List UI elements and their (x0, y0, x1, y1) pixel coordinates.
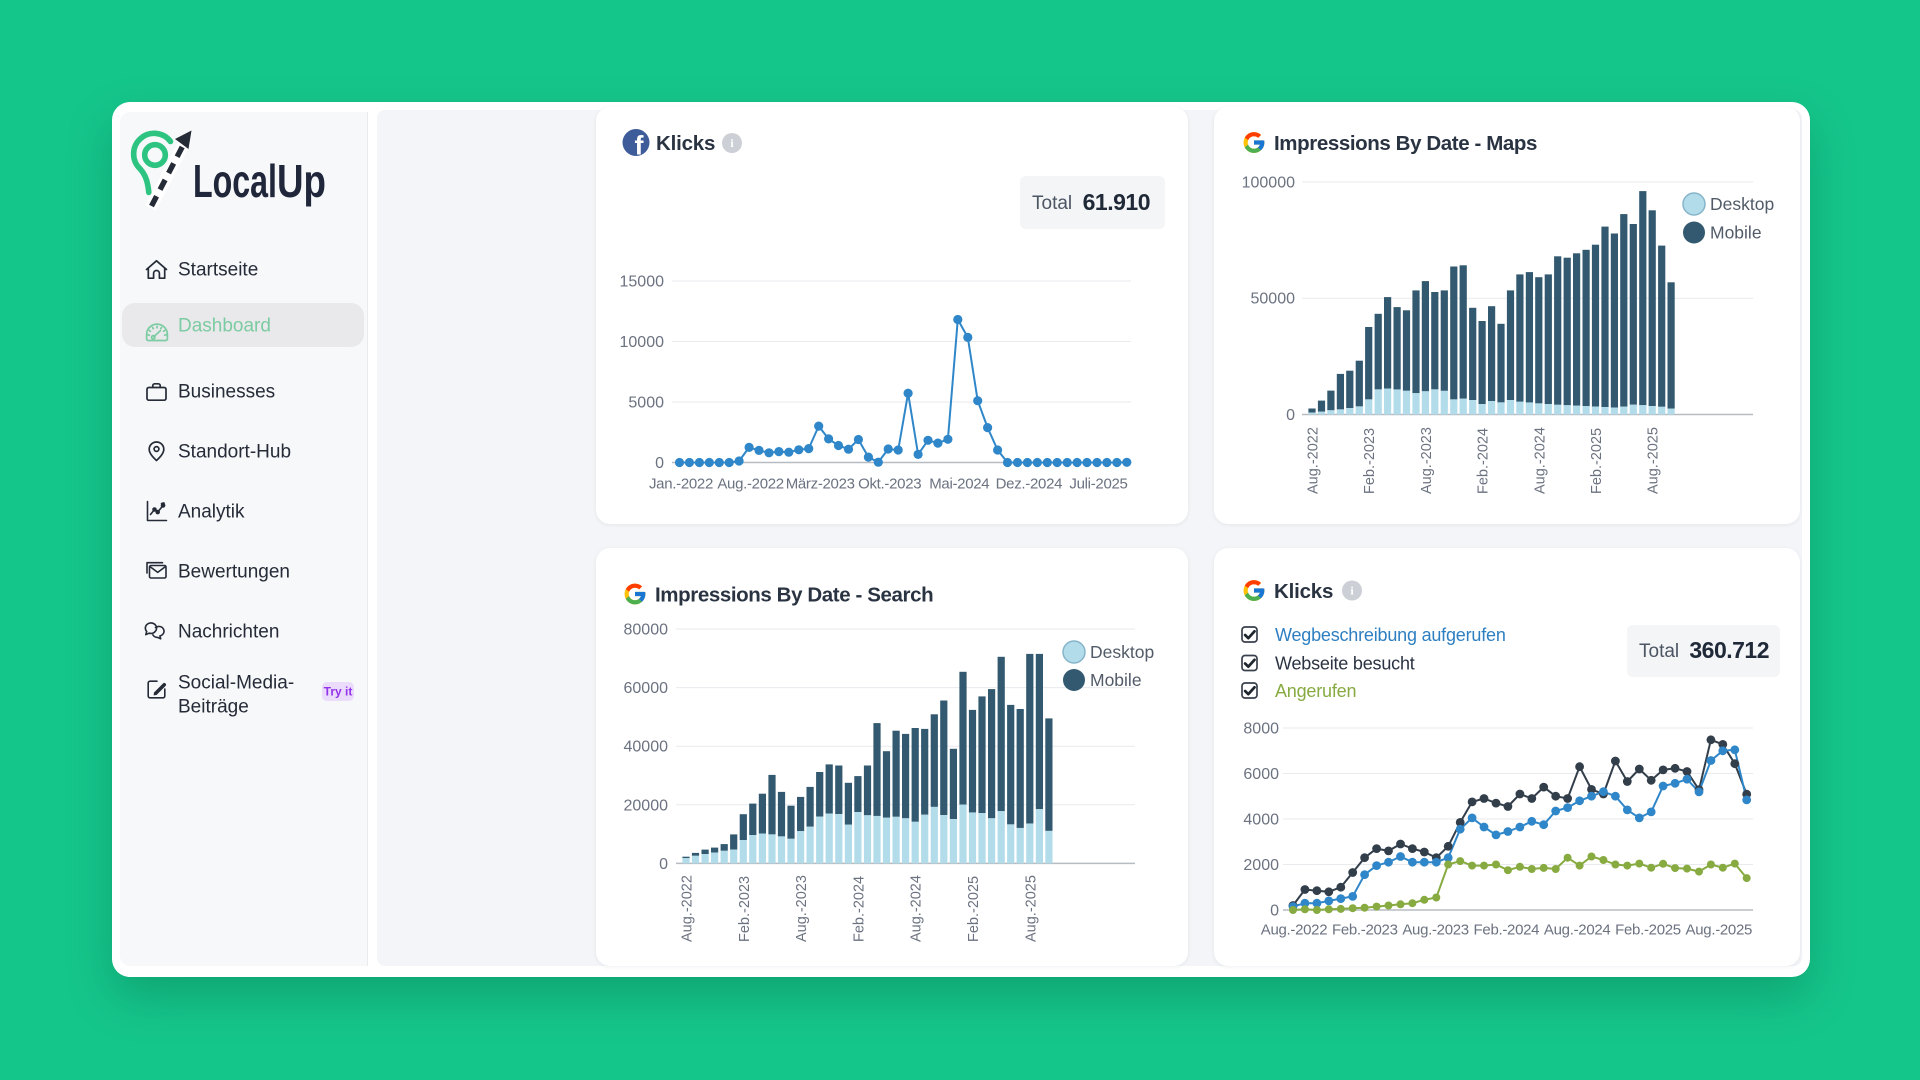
svg-text:6000: 6000 (1243, 766, 1279, 783)
svg-text:Aug.-2025: Aug.-2025 (1686, 922, 1753, 939)
svg-text:Aug.-2022: Aug.-2022 (1261, 922, 1328, 939)
svg-text:40000: 40000 (624, 739, 669, 756)
svg-text:Dez.-2024: Dez.-2024 (996, 476, 1063, 493)
svg-text:Aug.-2024: Aug.-2024 (1532, 427, 1548, 494)
svg-text:360.712: 360.712 (1689, 637, 1769, 663)
svg-text:Beiträge: Beiträge (178, 697, 249, 718)
svg-text:Up: Up (277, 155, 326, 207)
svg-text:Aug.-2023: Aug.-2023 (1419, 427, 1435, 494)
svg-text:Mai-2024: Mai-2024 (929, 476, 989, 493)
svg-text:Social-Media-: Social-Media- (178, 673, 294, 694)
svg-text:Webseite besucht: Webseite besucht (1275, 654, 1415, 674)
svg-text:61.910: 61.910 (1083, 189, 1150, 215)
svg-text:Aug.-2022: Aug.-2022 (717, 476, 784, 493)
svg-text:5000: 5000 (628, 395, 664, 412)
svg-text:Aug.-2023: Aug.-2023 (794, 875, 810, 942)
svg-text:f: f (635, 131, 645, 161)
svg-text:Startseite: Startseite (178, 260, 258, 281)
svg-text:20000: 20000 (624, 797, 669, 814)
svg-text:Impressions By Date - Maps: Impressions By Date - Maps (1274, 132, 1537, 155)
svg-text:60000: 60000 (624, 680, 669, 697)
svg-text:Standort-Hub: Standort-Hub (178, 442, 291, 463)
svg-text:Aug.-2025: Aug.-2025 (1646, 427, 1662, 494)
svg-text:Mobile: Mobile (1090, 670, 1142, 690)
svg-text:Try it: Try it (324, 685, 353, 699)
svg-text:Desktop: Desktop (1710, 194, 1774, 214)
svg-text:Dashboard: Dashboard (178, 316, 271, 337)
svg-text:50000: 50000 (1251, 291, 1296, 308)
svg-text:Klicks: Klicks (656, 132, 715, 155)
svg-text:Feb.-2024: Feb.-2024 (851, 876, 867, 942)
svg-text:Feb.-2025: Feb.-2025 (1589, 428, 1605, 494)
svg-text:Aug.-2022: Aug.-2022 (1306, 427, 1322, 494)
svg-text:Impressions By Date - Search: Impressions By Date - Search (655, 584, 933, 607)
svg-text:Feb.-2024: Feb.-2024 (1474, 922, 1540, 939)
svg-text:Analytik: Analytik (178, 502, 245, 523)
svg-text:Feb.-2023: Feb.-2023 (737, 876, 753, 942)
svg-text:Mobile: Mobile (1710, 223, 1762, 243)
svg-text:Jan.-2022: Jan.-2022 (649, 476, 713, 493)
svg-text:Feb.-2023: Feb.-2023 (1332, 922, 1398, 939)
svg-text:15000: 15000 (620, 274, 665, 291)
svg-text:i: i (730, 136, 734, 150)
svg-text:Feb.-2024: Feb.-2024 (1476, 428, 1492, 494)
svg-text:Aug.-2022: Aug.-2022 (680, 875, 696, 942)
svg-text:Total: Total (1032, 193, 1072, 214)
svg-text:Aug.-2024: Aug.-2024 (909, 875, 925, 942)
svg-text:Feb.-2023: Feb.-2023 (1362, 428, 1378, 494)
svg-text:2000: 2000 (1243, 857, 1279, 874)
svg-text:0: 0 (1270, 903, 1279, 920)
svg-text:0: 0 (659, 856, 668, 873)
svg-text:Klicks: Klicks (1274, 580, 1333, 603)
svg-text:0: 0 (1286, 407, 1295, 424)
svg-text:80000: 80000 (624, 622, 669, 639)
svg-text:Wegbeschreibung aufgerufen: Wegbeschreibung aufgerufen (1275, 625, 1506, 645)
svg-text:Aug.-2025: Aug.-2025 (1023, 875, 1039, 942)
svg-text:100000: 100000 (1242, 175, 1295, 192)
svg-text:Desktop: Desktop (1090, 642, 1154, 662)
svg-text:Okt.-2023: Okt.-2023 (858, 476, 921, 493)
svg-text:i: i (1350, 584, 1354, 598)
svg-text:Juli-2025: Juli-2025 (1069, 476, 1127, 493)
svg-text:4000: 4000 (1243, 812, 1279, 829)
svg-text:Nachrichten: Nachrichten (178, 622, 279, 643)
svg-text:Angerufen: Angerufen (1275, 681, 1356, 701)
svg-text:Aug.-2024: Aug.-2024 (1544, 922, 1611, 939)
svg-text:8000: 8000 (1243, 721, 1279, 738)
svg-text:Bewertungen: Bewertungen (178, 562, 290, 583)
svg-text:10000: 10000 (620, 334, 665, 351)
svg-text:Businesses: Businesses (178, 382, 275, 403)
svg-text:März-2023: März-2023 (786, 476, 855, 493)
svg-text:Feb.-2025: Feb.-2025 (966, 876, 982, 942)
svg-text:Aug.-2023: Aug.-2023 (1402, 922, 1469, 939)
svg-text:Local: Local (193, 155, 277, 207)
svg-text:0: 0 (655, 455, 664, 472)
svg-text:Total: Total (1639, 641, 1679, 662)
svg-text:Feb.-2025: Feb.-2025 (1615, 922, 1681, 939)
